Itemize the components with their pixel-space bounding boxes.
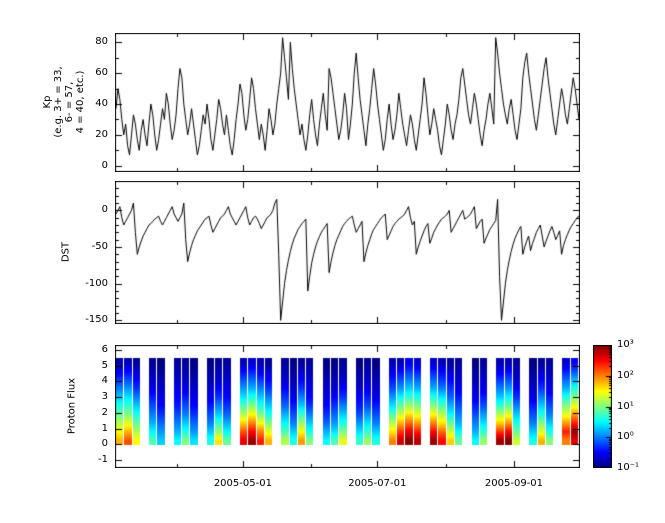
colorbar-tick-label: 10² [617,369,634,381]
y-tick-label: -100 [85,277,108,289]
y-tick-label: 1 [101,422,108,434]
proton-flux-spectrogram [115,345,580,468]
kp-axis-label-line: (e.g. 3+ = 33, [53,66,64,138]
y-tick-label: 60 [95,67,108,79]
x-axis-tick-label: 2005-09-01 [484,478,544,489]
colorbar-tick-label: 10¹ [617,400,634,412]
colorbar-tick-label: 10³ [617,339,634,350]
y-tick-label: -1 [98,454,108,466]
x-axis-tick-label: 2005-05-01 [213,478,272,489]
colorbar-tick-label: 10⁻¹ [617,462,640,473]
kp-line-plot [115,33,580,172]
y-tick-label: 4 [101,375,108,387]
y-tick-label: 0 [101,159,108,171]
y-tick-label: -150 [85,314,108,326]
x-axis-tick-label: 2005-07-01 [348,478,407,489]
y-tick-label: 6 [101,343,108,355]
colorbar [593,345,612,468]
y-tick-label: 3 [101,391,108,403]
kp-axis-label-line: Kp [42,95,53,109]
y-tick-label: 5 [101,359,108,371]
y-tick-label: 0 [101,438,108,450]
y-tick-label: 20 [95,128,108,140]
y-tick-label: -50 [91,241,108,252]
y-tick-label: 80 [95,36,108,48]
y-tick-label: 40 [95,98,108,110]
y-tick-label: 2 [101,406,108,418]
colorbar-tick-label: 10⁰ [617,431,634,443]
y-tick-label: 0 [101,204,108,216]
dst-line-plot [115,181,580,324]
